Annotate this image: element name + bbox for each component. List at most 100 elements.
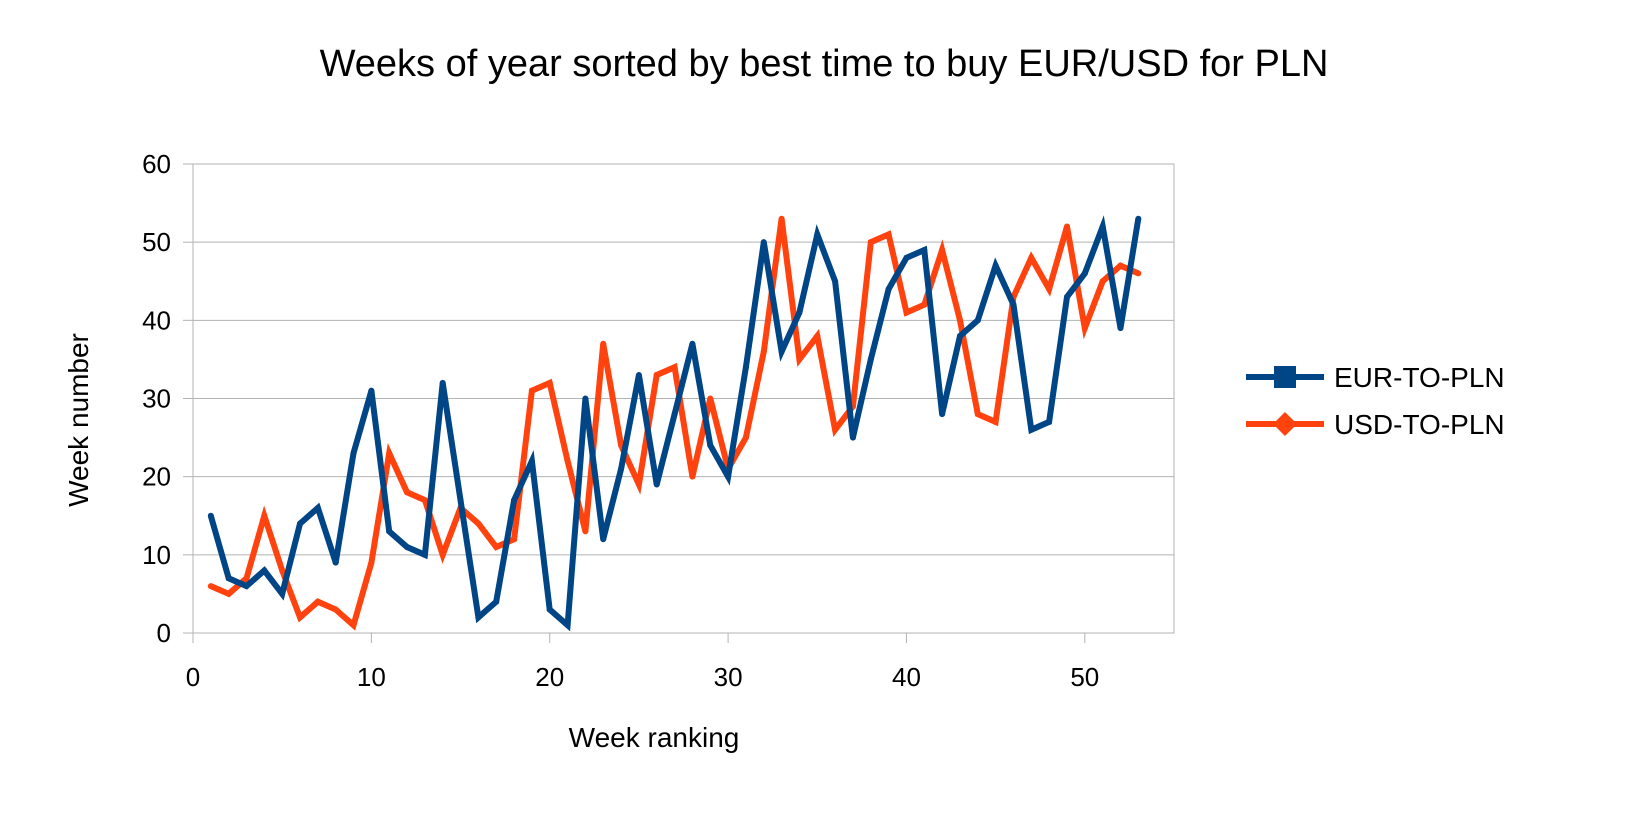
data-point (1046, 286, 1053, 293)
x-tick-label: 0 (186, 662, 200, 692)
data-point (439, 551, 446, 558)
data-point (600, 340, 607, 347)
x-tick-label: 20 (535, 662, 564, 692)
data-point (1010, 301, 1017, 308)
chart-title: Weeks of year sorted by best time to buy… (320, 43, 1329, 85)
data-point (528, 387, 535, 394)
data-point (439, 379, 446, 386)
data-point (243, 575, 250, 582)
data-point (939, 411, 946, 418)
data-point (814, 231, 821, 238)
data-point (475, 614, 482, 621)
data-point (992, 418, 999, 425)
data-point (903, 309, 910, 316)
data-point (493, 598, 500, 605)
data-point (635, 372, 642, 379)
y-axis: 0 10 20 30 40 50 60 (142, 149, 193, 648)
x-tick-label: 40 (892, 662, 921, 692)
x-tick-label: 10 (357, 662, 386, 692)
data-point (956, 332, 963, 339)
series-layer (207, 215, 1142, 632)
data-point (867, 239, 874, 246)
data-point (1117, 325, 1124, 332)
data-point (707, 442, 714, 449)
data-point (653, 372, 660, 379)
data-point (760, 239, 767, 246)
x-axis: 0 10 20 30 40 50 (186, 633, 1099, 692)
data-point (742, 364, 749, 371)
data-point (796, 309, 803, 316)
y-tick-label: 20 (142, 462, 171, 492)
data-point (582, 528, 589, 535)
data-point (956, 317, 963, 324)
data-point (421, 551, 428, 558)
data-point (511, 536, 518, 543)
data-point (207, 583, 214, 590)
y-tick-label: 40 (142, 305, 171, 335)
data-point (921, 301, 928, 308)
data-point (600, 536, 607, 543)
legend: EUR-TO-PLN USD-TO-PLN (1246, 362, 1505, 440)
data-point (297, 520, 304, 527)
data-point (314, 504, 321, 511)
y-tick-label: 10 (142, 540, 171, 570)
data-point (671, 364, 678, 371)
legend-marker-diamond (1273, 412, 1297, 436)
data-point (457, 497, 464, 504)
data-point (778, 215, 785, 222)
data-point (207, 512, 214, 519)
data-point (582, 395, 589, 402)
data-point (386, 450, 393, 457)
data-point (814, 332, 821, 339)
data-point (707, 395, 714, 402)
data-point (546, 606, 553, 613)
series-line-eur-to-pln (207, 215, 1142, 632)
data-point (1135, 270, 1142, 277)
data-point (1081, 325, 1088, 332)
data-point (314, 598, 321, 605)
data-point (1099, 223, 1106, 230)
data-point (386, 528, 393, 535)
data-point (1063, 223, 1070, 230)
data-point (939, 246, 946, 253)
data-point (885, 231, 892, 238)
data-point (1099, 278, 1106, 285)
legend-marker-square (1274, 366, 1296, 388)
data-point (475, 520, 482, 527)
data-point (493, 544, 500, 551)
data-point (528, 458, 535, 465)
data-point (1063, 293, 1070, 300)
data-point (546, 379, 553, 386)
data-point (1046, 418, 1053, 425)
data-point (832, 426, 839, 433)
data-point (279, 567, 286, 574)
y-tick-label: 50 (142, 227, 171, 257)
legend-label: EUR-TO-PLN (1334, 362, 1505, 393)
data-point (921, 246, 928, 253)
data-point (671, 411, 678, 418)
data-point (974, 411, 981, 418)
x-tick-label: 50 (1070, 662, 1099, 692)
data-point (974, 317, 981, 324)
data-point (404, 489, 411, 496)
data-point (1117, 262, 1124, 269)
data-point (635, 481, 642, 488)
data-point (350, 622, 357, 629)
data-point (279, 590, 286, 597)
data-point (261, 512, 268, 519)
data-point (689, 473, 696, 480)
data-point (992, 262, 999, 269)
y-tick-label: 60 (142, 149, 171, 179)
data-point (760, 348, 767, 355)
data-point (511, 497, 518, 504)
data-point (867, 356, 874, 363)
data-point (404, 544, 411, 551)
data-point (903, 254, 910, 261)
data-point (225, 590, 232, 597)
data-point (332, 606, 339, 613)
data-point (243, 583, 250, 590)
data-point (332, 559, 339, 566)
data-point (618, 465, 625, 472)
data-point (849, 434, 856, 441)
